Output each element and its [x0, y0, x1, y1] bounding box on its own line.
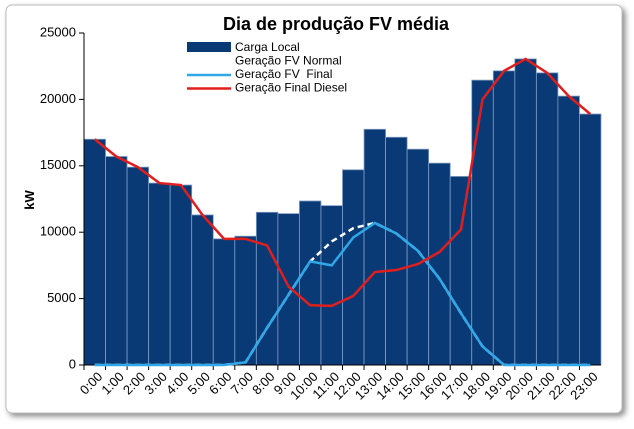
bar	[148, 182, 171, 366]
bar	[299, 200, 322, 366]
bar	[83, 138, 106, 366]
bar	[169, 184, 193, 366]
line-series	[94, 221, 591, 367]
y-tick-label: 20000	[40, 91, 76, 106]
bar	[212, 238, 236, 366]
y-axis-label: kW	[22, 190, 37, 210]
legend-label: Geração FV Final	[235, 67, 332, 81]
bar	[428, 162, 451, 366]
y-tick-label: 0	[69, 356, 76, 371]
bar	[471, 79, 494, 366]
legend-swatch	[187, 42, 231, 52]
bar	[191, 214, 214, 366]
bar	[579, 113, 602, 366]
legend-label: Carga Local	[235, 40, 300, 54]
legend-label: Geração FV Normal	[235, 54, 342, 68]
line-series	[93, 57, 592, 308]
y-tick-label: 5000	[47, 290, 76, 305]
bar	[126, 166, 150, 366]
bar	[449, 176, 473, 366]
bar	[557, 95, 580, 366]
chart-title: Dia de produção FV média	[223, 14, 450, 34]
y-tick-label: 10000	[40, 224, 76, 239]
bar	[363, 128, 386, 366]
y-tick-label: 15000	[40, 157, 76, 172]
bar	[277, 213, 300, 366]
bar	[535, 72, 559, 366]
bar	[320, 205, 343, 366]
bar	[514, 58, 537, 366]
bar	[492, 70, 516, 366]
bar	[385, 136, 408, 366]
bar	[342, 169, 365, 366]
bar	[234, 235, 257, 366]
bar	[105, 156, 128, 366]
bar	[406, 148, 430, 366]
legend-label: Geração Final Diesel	[235, 81, 347, 95]
y-tick-label: 25000	[40, 24, 76, 39]
